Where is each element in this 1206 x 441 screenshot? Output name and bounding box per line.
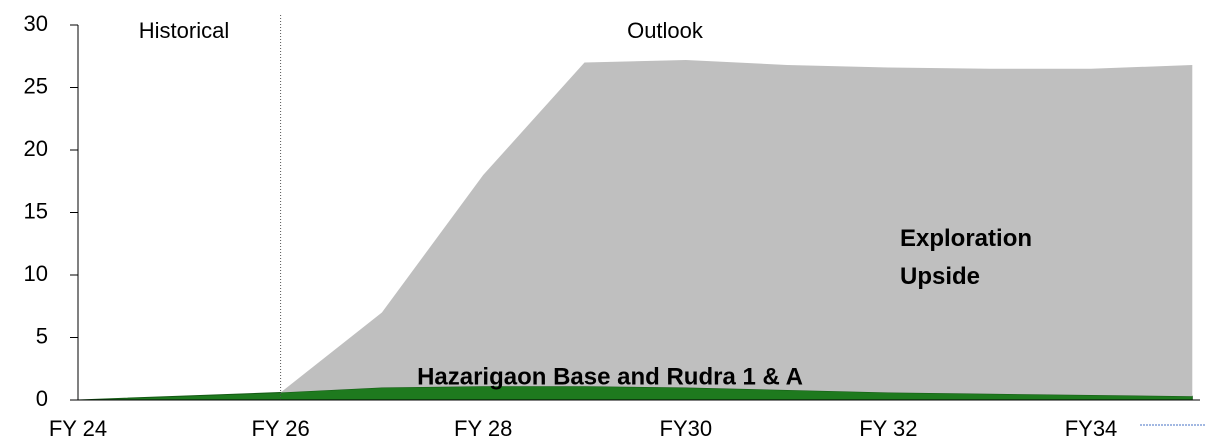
y-tick-label: 15 <box>24 198 48 223</box>
y-tick-label: 5 <box>36 323 48 348</box>
x-tick-label: FY 32 <box>859 416 917 441</box>
y-tick-label: 30 <box>24 11 48 36</box>
annotation: Historical <box>139 18 229 43</box>
x-tick-label: FY 28 <box>454 416 512 441</box>
x-tick-label: FY34 <box>1065 416 1118 441</box>
x-tick-label: FY 26 <box>251 416 309 441</box>
x-tick-label: FY30 <box>660 416 713 441</box>
y-tick-label: 0 <box>36 386 48 411</box>
y-tick-label: 10 <box>24 261 48 286</box>
series-label: Hazarigaon Base and Rudra 1 & A <box>417 363 803 390</box>
annotation: Outlook <box>627 18 704 43</box>
y-tick-label: 25 <box>24 73 48 98</box>
series-label: Exploration Upside <box>900 225 1033 290</box>
area <box>78 60 1193 400</box>
y-tick-label: 20 <box>24 136 48 161</box>
x-tick-label: FY 24 <box>49 416 107 441</box>
